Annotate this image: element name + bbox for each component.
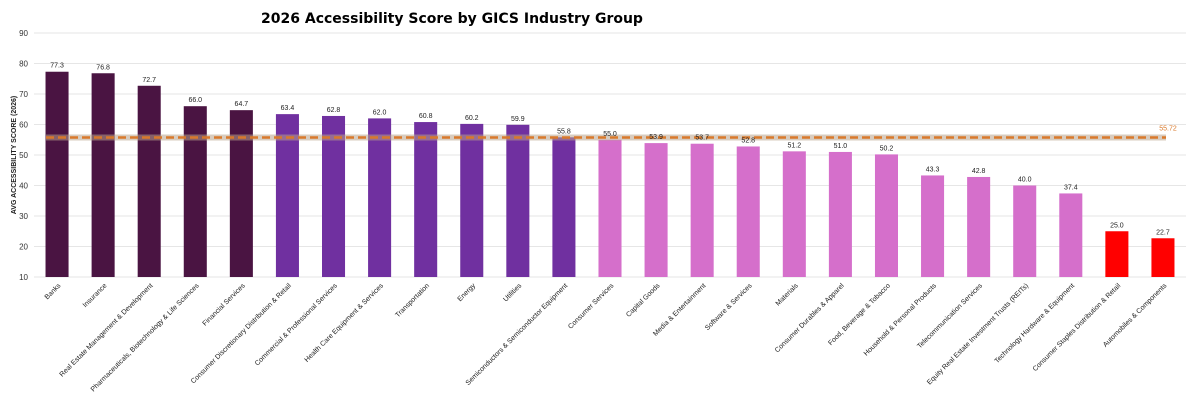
bar (460, 123, 484, 277)
bar (275, 114, 299, 277)
x-category-label: Capital Goods (625, 282, 662, 319)
bar (967, 176, 991, 277)
x-category-label: Energy (457, 282, 478, 303)
data-label: 66.0 (188, 97, 202, 104)
x-category-label: Commercial & Professional Services (254, 282, 339, 367)
data-label: 64.7 (235, 101, 249, 108)
bar (828, 151, 852, 277)
x-category-label: Banks (44, 282, 63, 301)
data-label: 53.7 (695, 135, 709, 142)
x-category-label: Consumer Staples Distribution & Retail (1032, 282, 1123, 373)
data-label: 51.2 (788, 142, 802, 149)
data-labels: 77.3 76.8 72.7 66.0 64.7 63.4 62.8 62.0 60.8 60.2… (50, 63, 1170, 237)
bar (414, 122, 438, 277)
data-label: 43.3 (926, 166, 940, 173)
bar (782, 151, 806, 277)
data-label: 77.3 (50, 63, 64, 70)
y-axis-label: AVG ACCESSIBILITY SCORE (2026) (11, 96, 18, 215)
reference-line-label: 55.72 (1159, 126, 1177, 133)
x-category-label: Real Estate Management & Development (59, 282, 155, 378)
bar (368, 118, 392, 278)
data-label: 55.0 (603, 131, 617, 138)
data-label: 22.7 (1156, 229, 1170, 236)
bar (1013, 185, 1037, 277)
y-tick-label: 90 (19, 29, 28, 38)
y-tick-label: 70 (19, 90, 28, 99)
bar (322, 115, 346, 278)
bar (1059, 193, 1083, 277)
x-category-label: Materials (775, 282, 800, 307)
y-tick-label: 80 (19, 60, 28, 69)
bar (921, 175, 945, 277)
y-tick-label: 30 (19, 212, 28, 221)
data-label: 62.8 (327, 107, 341, 114)
x-category-label: Transportation (394, 282, 431, 319)
bars (45, 71, 1175, 278)
data-label: 63.4 (281, 105, 295, 112)
x-category-label: Insurance (82, 282, 109, 309)
bar (137, 85, 161, 277)
y-axis-ticks: 10 20 30 40 50 60 70 80 90 (19, 29, 28, 282)
data-label: 50.2 (880, 145, 894, 152)
data-label: 53.9 (649, 134, 663, 141)
reference-line-group: 55.72 (46, 126, 1177, 141)
bar (45, 71, 69, 277)
x-category-label: Consumer Discretionary Distribution & Re… (190, 282, 293, 385)
y-tick-label: 40 (19, 182, 28, 191)
y-tick-label: 20 (19, 243, 28, 252)
data-label: 60.8 (419, 113, 433, 120)
bar (506, 124, 530, 278)
data-label: 51.0 (834, 143, 848, 150)
data-label: 60.2 (465, 115, 479, 122)
bar (229, 110, 253, 277)
bar (644, 143, 668, 277)
data-label: 59.9 (511, 116, 525, 123)
y-tick-label: 10 (19, 273, 28, 282)
data-label: 62.0 (373, 109, 387, 116)
y-tick-label: 60 (19, 121, 28, 130)
bar (552, 137, 576, 277)
x-category-label: Software & Services (704, 282, 754, 332)
x-category-label: Semiconductors & Semiconductor Equipment (465, 282, 570, 387)
data-label: 72.7 (142, 77, 156, 84)
y-tick-label: 50 (19, 151, 28, 160)
x-category-label: Pharmaceuticals, Biotechnology & Life Sc… (90, 282, 201, 393)
chart-title: 2026 Accessibility Score by GICS Industr… (261, 11, 643, 27)
x-category-label: Financial Services (202, 282, 247, 327)
x-category-label: Household & Personal Products (863, 282, 938, 357)
data-label: 42.8 (972, 168, 986, 175)
bar (1151, 238, 1175, 277)
bar (1105, 231, 1129, 277)
data-label: 55.8 (557, 128, 571, 135)
data-label: 76.8 (96, 64, 110, 71)
x-category-label: Equity Real Estate Investment Trusts (RE… (926, 282, 1030, 386)
x-category-label: Technology Hardware & Equipment (994, 282, 1077, 365)
data-label: 52.8 (741, 137, 755, 144)
x-category-label: Consumer Services (567, 282, 615, 330)
data-label: 25.0 (1110, 222, 1124, 229)
bar (874, 154, 898, 277)
bar (91, 73, 115, 277)
bar (183, 106, 207, 277)
bar (736, 146, 760, 277)
bar (690, 143, 714, 277)
data-label: 40.0 (1018, 177, 1032, 184)
bar (598, 139, 622, 277)
x-category-label: Media & Entertainment (652, 282, 707, 337)
x-category-label: Health Care Equipment & Services (304, 282, 386, 364)
data-label: 37.4 (1064, 184, 1078, 191)
x-category-label: Utilities (502, 282, 523, 303)
